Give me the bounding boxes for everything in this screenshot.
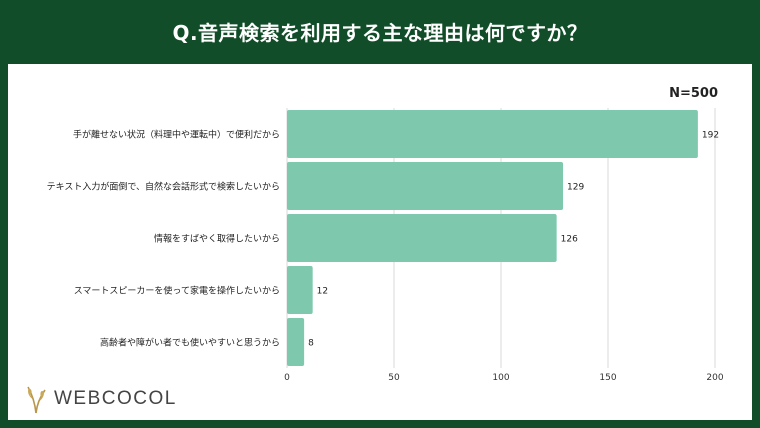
sample-size-label: N=500	[669, 86, 718, 101]
brand-name: WEBCOCOL	[54, 388, 177, 409]
value-label: 126	[561, 235, 578, 245]
bar	[287, 318, 305, 366]
bar	[287, 162, 564, 210]
value-label: 192	[702, 131, 719, 141]
category-label: 高齢者や障がい者でも使いやすいと思うから	[100, 337, 280, 349]
header-bar: Q.音声検索を利用する主な理由は何ですか？	[0, 0, 760, 62]
value-label: 12	[317, 287, 328, 297]
x-tick-label: 0	[284, 373, 290, 383]
wheat-logo-icon	[27, 386, 46, 414]
bar	[287, 110, 698, 158]
category-label: スマートスピーカーを使って家電を操作したいから	[74, 285, 280, 297]
chart-panel: N=500 0 50 100 150 200 手が離せない状況（料理中や運転中）で便利だか…	[8, 64, 752, 420]
x-tick-label: 150	[599, 373, 616, 383]
category-label: 手が離せない状況（料理中や運転中）で便利だから	[73, 129, 280, 141]
category-label: 情報をすばやく取得したいから	[154, 233, 280, 245]
value-label: 129	[567, 183, 584, 193]
bar-chart: 0 50 100 150 200 手が離せない状況（料理中や運転中）で便利だから 192 テキ…	[47, 108, 724, 383]
category-label: テキスト入力が面倒で、自然な会話形式で検索したいから	[47, 181, 280, 193]
value-label: 8	[308, 339, 314, 349]
page-title: Q.音声検索を利用する主な理由は何ですか？	[172, 20, 588, 45]
x-tick-label: 200	[706, 373, 723, 383]
bar	[287, 266, 313, 314]
brand-logo: WEBCOCOL	[24, 384, 177, 414]
x-tick-label: 50	[388, 373, 400, 383]
bar	[287, 214, 557, 262]
x-tick-label: 100	[492, 373, 509, 383]
